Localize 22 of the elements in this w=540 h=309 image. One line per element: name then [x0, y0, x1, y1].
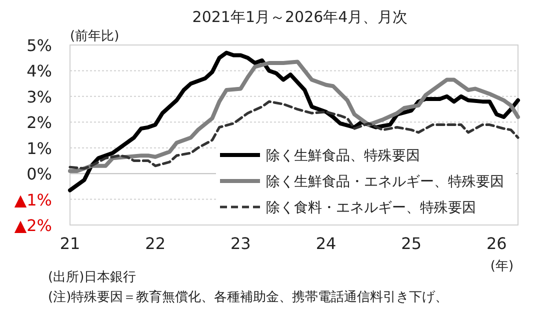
x-axis-title: (年): [490, 259, 514, 274]
y-tick-label: 0%: [26, 164, 52, 184]
legend-label: 除く食料・エネルギー、特殊要因: [266, 200, 476, 216]
y-tick-label: 3%: [26, 87, 52, 106]
y-tick-label: 1%: [26, 138, 52, 158]
x-tick-label: 26: [486, 234, 507, 253]
y-tick-label: 5%: [26, 36, 52, 55]
y-tick-label: 2%: [26, 113, 52, 132]
y-tick-label: ▲1%: [14, 190, 52, 210]
x-tick-label: 25: [401, 234, 422, 253]
y-tick-label: ▲2%: [14, 216, 52, 235]
legend-label: 除く生鮮食品、特殊要因: [266, 148, 420, 164]
legend-label: 除く生鮮食品・エネルギー、特殊要因: [266, 174, 504, 190]
text: (注)特殊要因＝教育無償化、各種補助金、携帯電話通信料引き下げ、: [48, 289, 448, 305]
text: (出所)日本銀行: [48, 270, 136, 285]
y-tick-label: 4%: [26, 62, 52, 81]
x-tick-label: 23: [230, 234, 251, 253]
x-tick-label: 21: [60, 234, 80, 253]
chart-title: 2021年1月～2026年4月、月次: [192, 8, 408, 26]
x-tick-label: 22: [145, 234, 166, 253]
x-tick-label: 24: [316, 234, 336, 253]
y-axis-title: (前年比): [70, 29, 120, 44]
